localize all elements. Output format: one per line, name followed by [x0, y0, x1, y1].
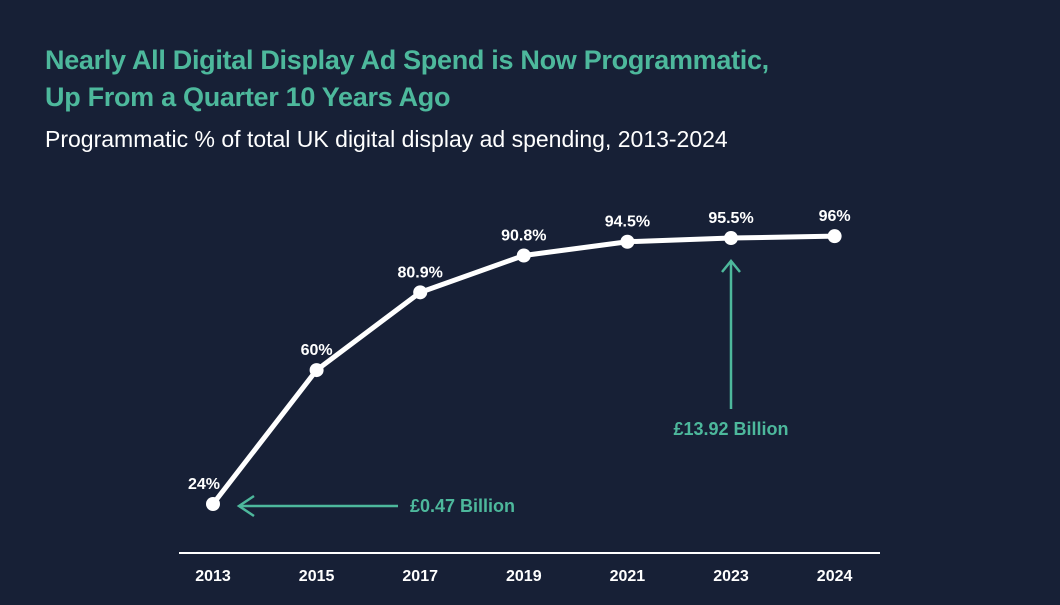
- chart-title-line-1: Nearly All Digital Display Ad Spend is N…: [45, 45, 769, 75]
- data-point: [724, 231, 738, 246]
- x-tick-label: 2013: [195, 568, 231, 585]
- data-point: [413, 285, 428, 300]
- x-tick-label: 2019: [506, 568, 542, 585]
- data-point: [309, 363, 324, 378]
- chart-title: Nearly All Digital Display Ad Spend is N…: [45, 42, 769, 116]
- data-point: [620, 234, 635, 249]
- data-label: 94.5%: [605, 214, 650, 231]
- data-label: 60%: [301, 342, 333, 359]
- data-point: [516, 248, 531, 263]
- data-point: [827, 229, 842, 244]
- data-label: 90.8%: [501, 228, 546, 245]
- x-tick-label: 2021: [610, 568, 646, 585]
- annotation-label: £0.47 Billion: [410, 496, 515, 516]
- x-tick-label: 2023: [713, 568, 749, 585]
- data-label: 24%: [188, 476, 220, 493]
- annotation-arrowhead-icon: [721, 259, 741, 273]
- data-label: 96%: [819, 208, 851, 225]
- x-tick-label: 2017: [402, 568, 438, 585]
- x-tick-label: 2015: [299, 568, 335, 585]
- x-tick-label: 2024: [817, 568, 853, 585]
- chart-title-line-2: Up From a Quarter 10 Years Ago: [45, 82, 451, 112]
- annotation-label: £13.92 Billion: [673, 419, 788, 439]
- data-point: [206, 497, 220, 511]
- series-line: [211, 233, 835, 506]
- data-label: 95.5%: [708, 210, 753, 227]
- chart-subtitle: Programmatic % of total UK digital displ…: [45, 126, 728, 152]
- annotation-arrowhead-icon: [236, 494, 255, 518]
- data-label: 80.9%: [398, 264, 443, 281]
